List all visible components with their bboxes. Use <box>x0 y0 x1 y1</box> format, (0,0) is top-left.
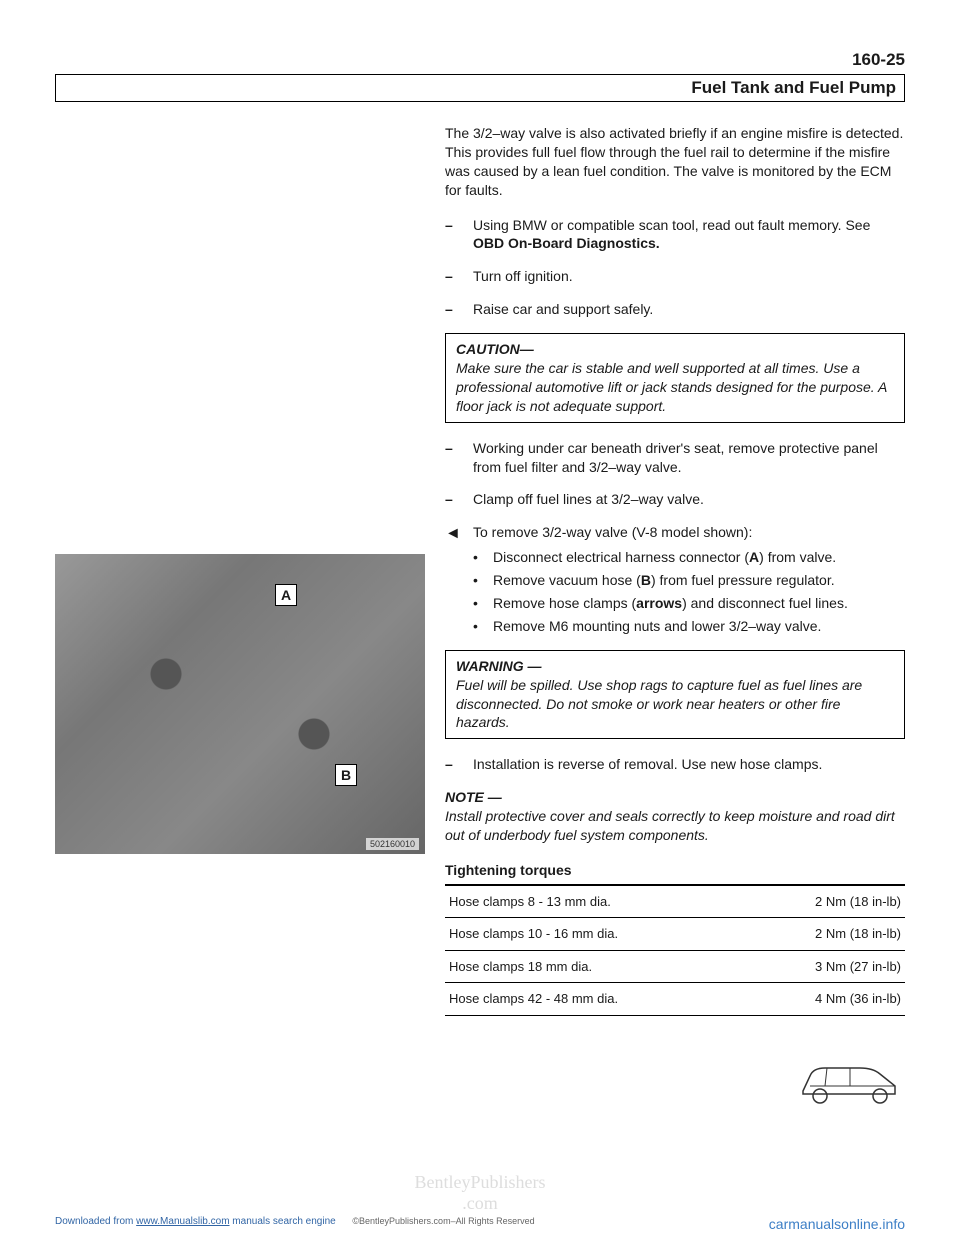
warning-box: WARNING — Fuel will be spilled. Use shop… <box>445 650 905 740</box>
step-1-text: Using BMW or compatible scan tool, read … <box>473 217 870 233</box>
footer-left: Downloaded from www.Manualslib.com manua… <box>55 1216 535 1232</box>
step-2-text: Turn off ignition. <box>473 267 905 286</box>
left-column: A B 502160010 <box>55 124 425 1111</box>
caution-box: CAUTION— Make sure the car is stable and… <box>445 333 905 423</box>
step-5-text: Clamp off fuel lines at 3/2–way valve. <box>473 490 905 509</box>
dash-icon: – <box>445 490 473 509</box>
bullet-icon: • <box>473 571 493 590</box>
step-4-text: Working under car beneath driver's seat,… <box>473 439 905 477</box>
dash-icon: – <box>445 216 473 254</box>
step-4: – Working under car beneath driver's sea… <box>445 439 905 477</box>
footer-right: carmanualsonline.info <box>769 1216 905 1232</box>
warning-body: Fuel will be spilled. Use shop rags to c… <box>456 676 894 733</box>
torque-item: Hose clamps 10 - 16 mm dia. <box>445 918 746 951</box>
table-row: Hose clamps 18 mm dia.3 Nm (27 in-lb) <box>445 950 905 983</box>
note-body: Install protective cover and seals corre… <box>445 807 905 845</box>
torque-value: 2 Nm (18 in-lb) <box>746 918 905 951</box>
footer-link[interactable]: www.Manualslib.com <box>136 1216 229 1227</box>
triangle-step: ◄ To remove 3/2-way valve (V-8 model sho… <box>445 523 905 639</box>
photo-label-b: B <box>335 764 357 786</box>
torque-value: 3 Nm (27 in-lb) <box>746 950 905 983</box>
step-1-bold: OBD On-Board Diagnostics. <box>473 235 660 251</box>
section-title-box: Fuel Tank and Fuel Pump <box>55 74 905 102</box>
warning-heading: WARNING — <box>456 657 894 676</box>
sub-3: Remove hose clamps (arrows) and disconne… <box>493 594 848 613</box>
torque-table: Hose clamps 8 - 13 mm dia.2 Nm (18 in-lb… <box>445 884 905 1016</box>
torque-item: Hose clamps 8 - 13 mm dia. <box>445 885 746 918</box>
step-2: – Turn off ignition. <box>445 267 905 286</box>
torque-table-title: Tightening torques <box>445 861 905 880</box>
car-illustration <box>445 1056 905 1111</box>
triangle-intro: To remove 3/2-way valve (V-8 model shown… <box>473 523 905 542</box>
footer-left-b: manuals search engine <box>230 1216 336 1227</box>
bullet-icon: • <box>473 594 493 613</box>
footer-left-a: Downloaded from <box>55 1216 136 1227</box>
table-row: Hose clamps 8 - 13 mm dia.2 Nm (18 in-lb… <box>445 885 905 918</box>
page-footer: Downloaded from www.Manualslib.com manua… <box>55 1216 905 1232</box>
dash-icon: – <box>445 300 473 319</box>
note-heading: NOTE — <box>445 788 905 807</box>
dash-icon: – <box>445 267 473 286</box>
dash-icon: – <box>445 439 473 477</box>
watermark: BentleyPublishers.com <box>415 1172 546 1214</box>
bullet-icon: • <box>473 617 493 636</box>
caution-heading: CAUTION— <box>456 340 894 359</box>
sub-2: Remove vacuum hose (B) from fuel pressur… <box>493 571 835 590</box>
torque-value: 2 Nm (18 in-lb) <box>746 885 905 918</box>
page-number: 160-25 <box>55 50 905 70</box>
table-row: Hose clamps 42 - 48 mm dia.4 Nm (36 in-l… <box>445 983 905 1016</box>
step-3: – Raise car and support safely. <box>445 300 905 319</box>
bullet-icon: • <box>473 548 493 567</box>
step-3-text: Raise car and support safely. <box>473 300 905 319</box>
dash-icon: – <box>445 755 473 774</box>
torque-item: Hose clamps 42 - 48 mm dia. <box>445 983 746 1016</box>
install-step: – Installation is reverse of removal. Us… <box>445 755 905 774</box>
install-text: Installation is reverse of removal. Use … <box>473 755 905 774</box>
table-row: Hose clamps 10 - 16 mm dia.2 Nm (18 in-l… <box>445 918 905 951</box>
photo-caption: 502160010 <box>366 838 419 850</box>
caution-body: Make sure the car is stable and well sup… <box>456 359 894 416</box>
content-columns: A B 502160010 The 3/2–way valve is also … <box>55 124 905 1111</box>
intro-paragraph: The 3/2–way valve is also activated brie… <box>445 124 905 200</box>
triangle-icon: ◄ <box>445 523 473 639</box>
step-5: – Clamp off fuel lines at 3/2–way valve. <box>445 490 905 509</box>
torque-value: 4 Nm (36 in-lb) <box>746 983 905 1016</box>
photo-label-a: A <box>275 584 297 606</box>
sub-4: Remove M6 mounting nuts and lower 3/2–wa… <box>493 617 821 636</box>
step-1: – Using BMW or compatible scan tool, rea… <box>445 216 905 254</box>
torque-item: Hose clamps 18 mm dia. <box>445 950 746 983</box>
component-photo: A B 502160010 <box>55 554 425 854</box>
right-column: The 3/2–way valve is also activated brie… <box>445 124 905 1111</box>
footer-center: ©BentleyPublishers.com–All Rights Reserv… <box>352 1216 534 1226</box>
sub-1: Disconnect electrical harness connector … <box>493 548 836 567</box>
